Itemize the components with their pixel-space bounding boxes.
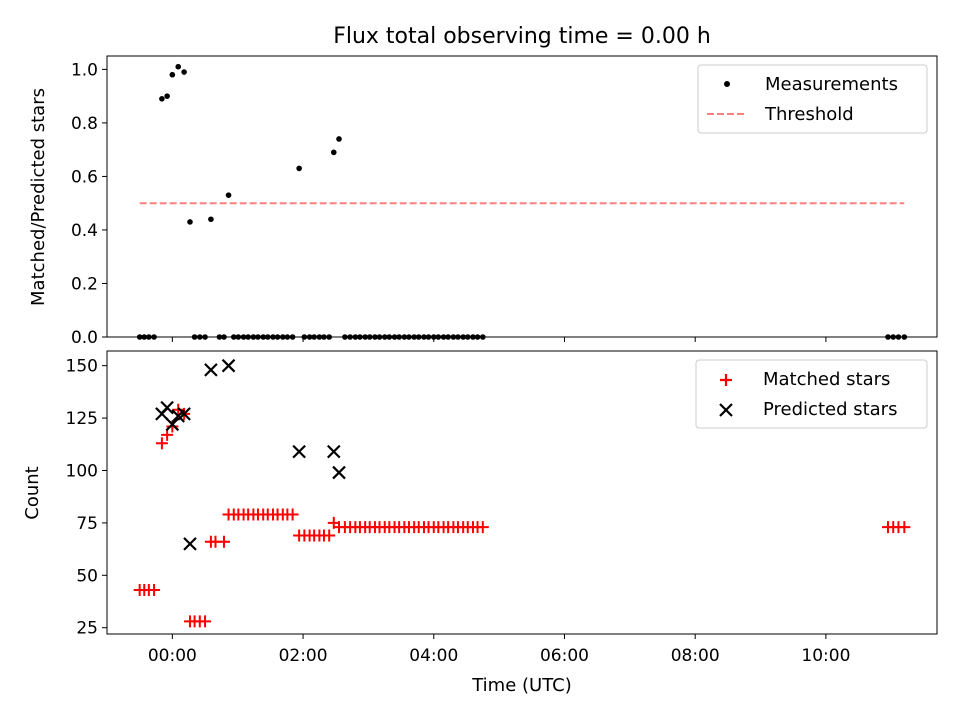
- ratio-legend-box: [697, 64, 928, 134]
- legend-label-threshold: Threshold: [764, 104, 854, 125]
- ratio-axes-frame: [106, 55, 938, 338]
- y-tick-label: 75: [76, 514, 98, 534]
- x-axis-label: Time (UTC): [471, 675, 572, 696]
- y-tick-label: 125: [66, 409, 98, 429]
- matched-stars-point: [166, 420, 179, 433]
- chart-title: Flux total observing time = 0.00 h: [333, 24, 711, 49]
- counts-legend: Matched stars Predicted stars: [695, 359, 928, 429]
- counts-legend-box: [695, 359, 928, 429]
- predicted-stars-point: [160, 400, 174, 415]
- predicted-stars-point: [204, 363, 218, 377]
- matched-stars-point: [199, 615, 212, 628]
- measurements-point: [159, 96, 165, 102]
- y-tick-label: 150: [66, 357, 98, 377]
- matched-stars-point: [155, 437, 168, 450]
- x-tick-label: 00:00: [148, 646, 197, 666]
- counts-y-axis: 25 50 75 100 125 150: [66, 357, 107, 639]
- legend-label-predicted-stars: Predicted stars: [763, 399, 897, 420]
- legend-marker-predicted-stars: [719, 403, 733, 417]
- y-tick-label: 1.0: [71, 60, 98, 80]
- predicted-stars-point: [292, 444, 306, 459]
- matched-stars-point: [323, 529, 336, 542]
- y-tick-label: 25: [76, 619, 98, 639]
- predicted-stars-point: [177, 407, 191, 421]
- measurements-point: [330, 149, 337, 156]
- y-tick-label: 0.8: [71, 114, 98, 134]
- ratio-legend: Measurements Threshold: [697, 64, 928, 134]
- ratio-x-axis: [171, 337, 827, 342]
- y-tick-label: 50: [76, 566, 98, 586]
- legend-label-measurements: Measurements: [765, 74, 898, 95]
- y-tick-label: 0.0: [71, 328, 98, 348]
- x-tick-label: 06:00: [540, 646, 589, 666]
- y-tick-label: 0.6: [71, 167, 98, 187]
- predicted-stars-point: [332, 465, 346, 480]
- panel-counts: 25 50 75 100 125 150 00:00 02:00 04:00 06:00 08:0…: [22, 350, 938, 696]
- measurements-point: [181, 69, 187, 75]
- counts-y-axis-label: Count: [22, 466, 43, 519]
- y-tick-label: 0.2: [71, 274, 98, 294]
- ratio-y-axis-label: Matched/Predicted stars: [28, 88, 49, 306]
- measurements-point: [336, 136, 342, 142]
- measurements-point: [225, 192, 232, 198]
- y-tick-label: 100: [66, 461, 98, 481]
- measurements-point: [187, 219, 193, 225]
- predicted-stars-point: [327, 444, 341, 459]
- x-tick-label: 08:00: [671, 646, 720, 666]
- predicted-stars-point: [165, 417, 180, 432]
- measurements-point: [296, 165, 302, 172]
- measurements-point: [164, 93, 170, 99]
- predicted-stars-point: [221, 358, 236, 373]
- matched-stars-point: [217, 535, 230, 548]
- matched-stars-point: [476, 521, 489, 534]
- measurements-point: [208, 216, 214, 223]
- ratio-y-axis: 0.0 0.2 0.4 0.6 0.8 1.0: [71, 60, 107, 348]
- counts-axes-frame: [106, 350, 938, 635]
- x-tick-label: 02:00: [279, 646, 328, 666]
- predicted-stars-point: [183, 537, 197, 551]
- matched-stars-point: [898, 521, 911, 534]
- y-tick-label: 0.4: [71, 221, 98, 241]
- counts-x-axis: 00:00 02:00 04:00 06:00 08:00 10:00: [148, 634, 850, 666]
- panel-ratio: 0.0 0.2 0.4 0.6 0.8 1.0 Matched/Predicted sta…: [28, 55, 938, 348]
- matched-stars-point: [286, 508, 299, 521]
- legend-marker-matched-stars: [720, 374, 732, 386]
- measurements-point: [169, 71, 176, 78]
- counts-marks: [133, 358, 911, 628]
- matched-stars-point: [148, 583, 161, 596]
- legend-marker-measurements: [724, 81, 730, 87]
- x-tick-label: 10:00: [801, 646, 850, 666]
- legend-label-matched-stars: Matched stars: [763, 369, 890, 390]
- x-tick-label: 04:00: [409, 646, 458, 666]
- measurements-point: [175, 63, 182, 70]
